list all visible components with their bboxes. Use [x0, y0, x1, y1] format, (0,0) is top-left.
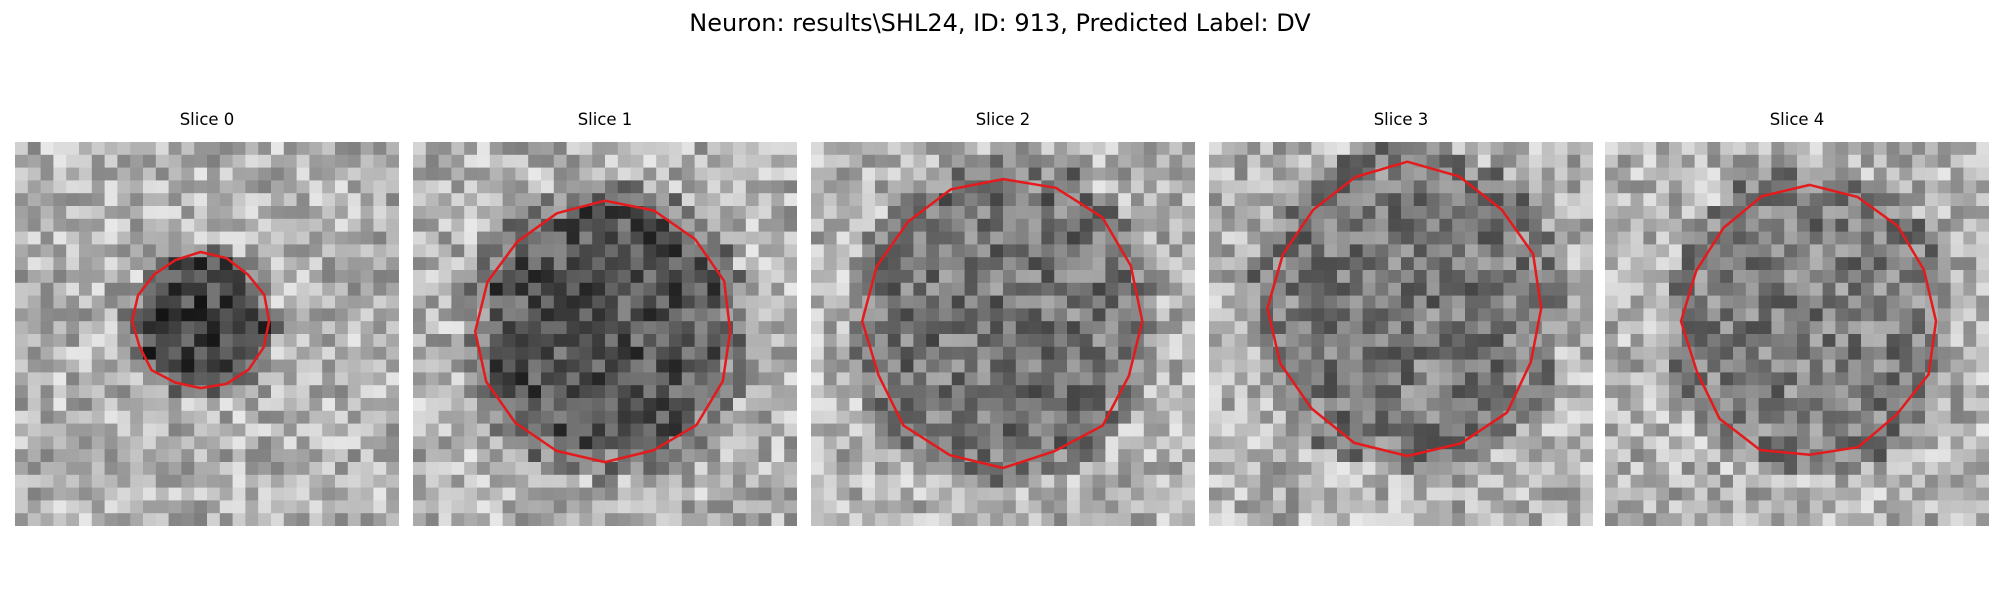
pixel-grid	[1605, 142, 1989, 526]
figure-title: Neuron: results\SHL24, ID: 913, Predicte…	[0, 8, 2000, 38]
slice-image	[413, 142, 797, 526]
pixel-grid	[15, 142, 399, 526]
slice-panel-2: Slice 2	[811, 110, 1195, 526]
slice-title: Slice 0	[15, 110, 399, 130]
grayscale-slice-svg	[811, 142, 1195, 526]
slice-title: Slice 3	[1209, 110, 1593, 130]
slice-title: Slice 2	[811, 110, 1195, 130]
slice-title: Slice 4	[1605, 110, 1989, 130]
slice-image	[811, 142, 1195, 526]
grayscale-slice-svg	[413, 142, 797, 526]
slice-image	[1209, 142, 1593, 526]
grayscale-slice-svg	[1209, 142, 1593, 526]
slice-panel-4: Slice 4	[1605, 110, 1989, 526]
grayscale-slice-svg	[15, 142, 399, 526]
slice-image	[15, 142, 399, 526]
slice-panel-1: Slice 1	[413, 110, 797, 526]
slice-image	[1605, 142, 1989, 526]
slice-title: Slice 1	[413, 110, 797, 130]
grayscale-slice-svg	[1605, 142, 1989, 526]
slice-panel-0: Slice 0	[15, 110, 399, 526]
slice-panel-3: Slice 3	[1209, 110, 1593, 526]
